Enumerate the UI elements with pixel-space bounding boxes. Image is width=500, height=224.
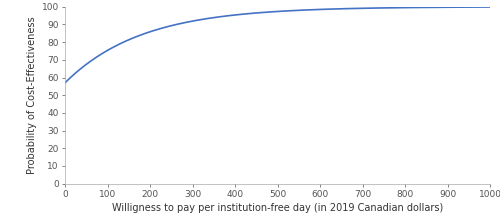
Y-axis label: Probability of Cost-Effectiveness: Probability of Cost-Effectiveness xyxy=(28,16,38,174)
X-axis label: Willigness to pay per institution-free day (in 2019 Canadian dollars): Willigness to pay per institution-free d… xyxy=(112,203,443,213)
